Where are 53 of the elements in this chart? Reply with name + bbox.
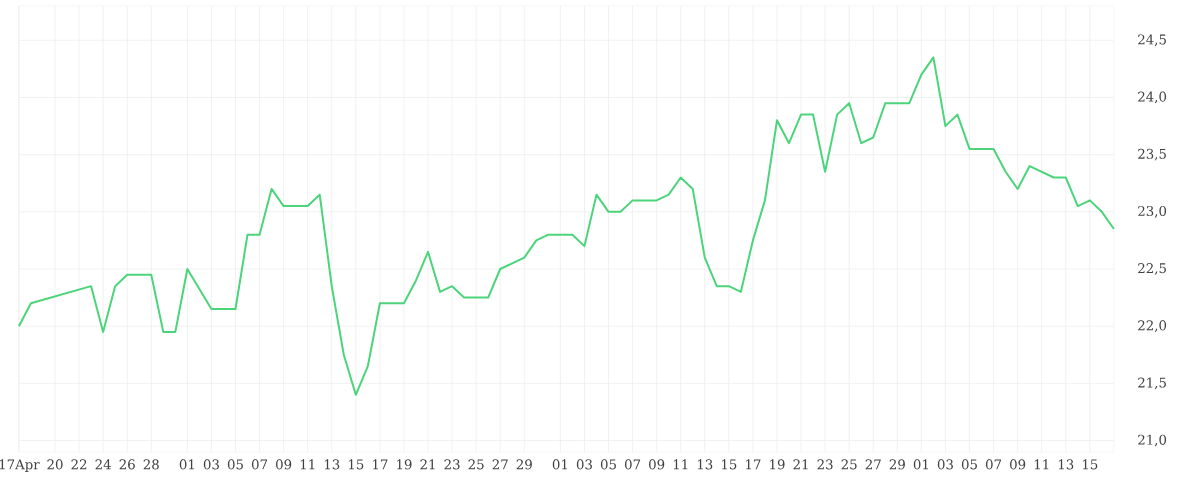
x-tick-label: 11: [300, 459, 315, 470]
x-tick-label: 15: [721, 459, 737, 470]
x-tick-label: 09: [649, 459, 665, 470]
x-tick-label: 21: [420, 459, 435, 470]
x-tick-label: 29: [516, 459, 532, 470]
x-tick-label: 05: [961, 459, 977, 470]
y-tick-label: 22,0: [1138, 320, 1167, 333]
x-tick-label: 19: [770, 459, 785, 470]
x-tick-label: 01: [913, 459, 928, 470]
y-tick-label: 21,5: [1138, 377, 1166, 390]
x-tick-label: 07: [251, 459, 268, 470]
x-tick-label: 17: [373, 459, 388, 470]
x-tick-label: 20: [47, 459, 63, 470]
y-tick-label: 23,5: [1138, 148, 1166, 161]
x-tick-label: 17Apr: [0, 459, 40, 473]
x-tick-label: 26: [119, 459, 135, 470]
x-tick-label: 09: [1010, 459, 1026, 470]
x-tick-label: 25: [841, 459, 857, 470]
x-tick-label: 28: [143, 459, 159, 470]
x-tick-label: 01: [552, 459, 567, 470]
x-tick-label: 25: [468, 459, 484, 470]
x-tick-label: 09: [276, 459, 292, 470]
x-tick-label: 27: [865, 459, 881, 470]
x-tick-label: 11: [673, 459, 688, 470]
y-tick-label: 24,0: [1138, 91, 1167, 104]
x-tick-label: 13: [1058, 459, 1074, 470]
y-tick-label: 21,0: [1138, 434, 1167, 447]
y-tick-label: 22,5: [1138, 263, 1166, 275]
x-tick-label: 03: [203, 459, 219, 470]
x-tick-label: 22: [71, 459, 87, 470]
x-tick-label: 03: [937, 459, 953, 470]
x-tick-label: 03: [576, 459, 592, 470]
x-tick-label: 11: [1034, 459, 1049, 470]
x-tick-label: 23: [444, 459, 460, 470]
x-tick-label: 07: [624, 459, 641, 470]
x-tick-label: 24: [95, 459, 111, 470]
y-tick-label: 23,0: [1138, 205, 1167, 218]
x-tick-label: 17: [746, 459, 761, 470]
x-tick-label: 27: [492, 459, 508, 470]
x-tick-label: 21: [793, 459, 808, 470]
x-tick-label: 13: [324, 459, 340, 470]
x-tick-label: 15: [348, 459, 364, 470]
x-tick-label: 15: [1082, 459, 1098, 470]
x-tick-label: 05: [600, 459, 616, 470]
line-series: [17, 56, 1115, 396]
x-tick-label: 29: [889, 459, 905, 470]
x-tick-label: 19: [397, 459, 412, 470]
x-tick-label: 07: [985, 459, 1002, 470]
x-tick-label: 13: [697, 459, 713, 470]
y-tick-label: 24,5: [1138, 34, 1166, 47]
x-tick-label: 05: [227, 459, 243, 470]
x-tick-label: 23: [817, 459, 833, 470]
x-tick-label: 01: [179, 459, 194, 470]
